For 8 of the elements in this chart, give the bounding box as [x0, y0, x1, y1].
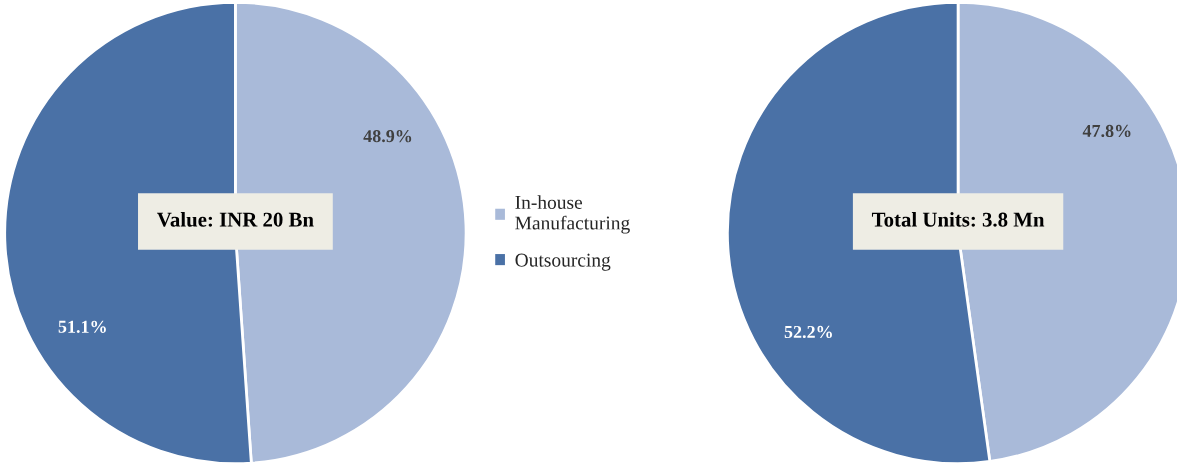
data-label: 51.1%	[58, 320, 106, 333]
data-label: 47.8%	[1082, 124, 1131, 138]
legend-label: Outsourcing	[515, 253, 611, 271]
data-label: 52.2%	[784, 325, 832, 339]
text: Total Units: 3.8 Mn	[871, 212, 1045, 227]
data-label: 48.9%	[363, 130, 412, 143]
text: Value: INR 20 Bn	[157, 212, 314, 227]
legend-label: In-house Manufacturing	[515, 195, 630, 234]
